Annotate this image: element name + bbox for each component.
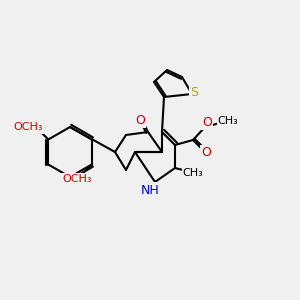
Text: CH₃: CH₃ (218, 116, 239, 126)
Text: CH₃: CH₃ (183, 168, 203, 178)
Text: NH: NH (141, 184, 159, 196)
Text: O: O (135, 113, 145, 127)
Text: O: O (201, 146, 211, 160)
Text: OCH₃: OCH₃ (14, 122, 43, 133)
Text: S: S (190, 86, 198, 100)
Text: O: O (202, 116, 212, 128)
Text: OCH₃: OCH₃ (62, 175, 92, 184)
